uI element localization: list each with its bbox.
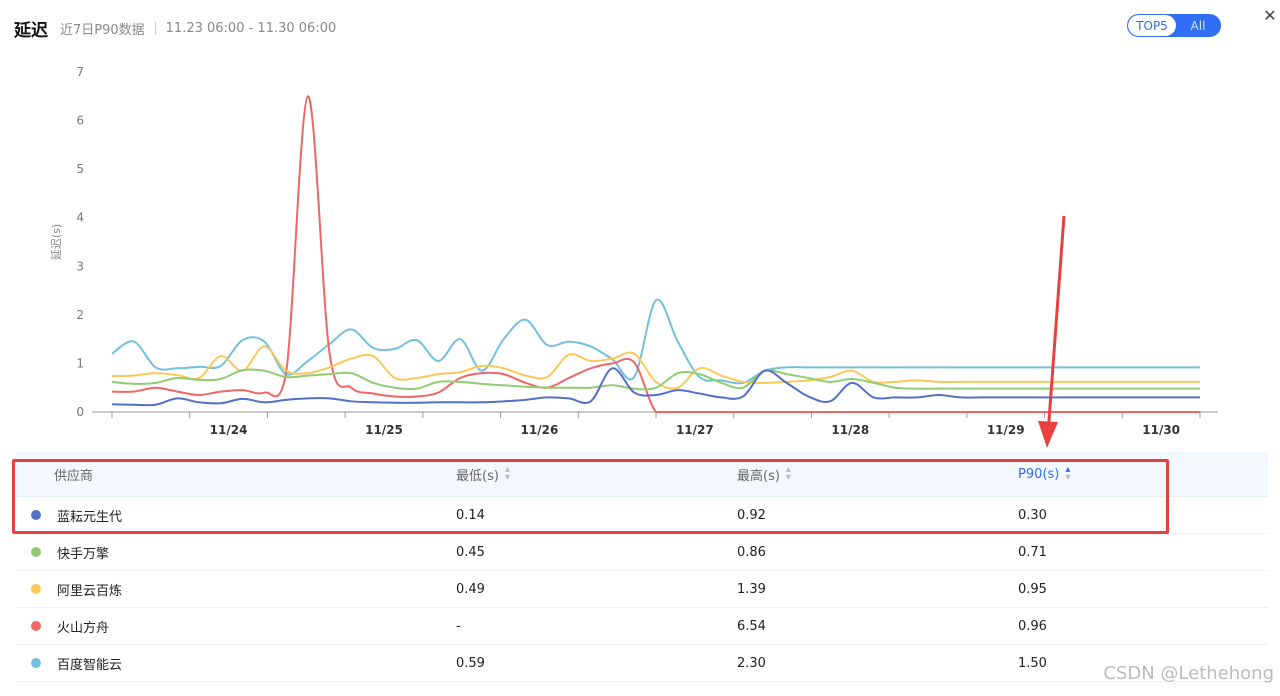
provider-cell: 快手万擎 [16,543,456,562]
toggle-all[interactable]: All [1190,18,1206,33]
provider-name: 蓝耘元生代 [57,509,123,525]
y-tick-label: 3 [76,259,84,273]
p90-cell: 1.50 [1018,655,1047,671]
series-dot-icon [31,658,41,668]
x-tick-label: 11/29 [987,423,1025,437]
x-tick-label: 11/25 [365,423,403,437]
table-row[interactable]: 阿里云百炼 0.49 1.39 0.95 [16,571,1268,608]
table-row[interactable]: 快手万擎 0.45 0.86 0.71 [16,534,1268,571]
annotation-arrow-line [1046,215,1066,435]
provider-name: 火山方舟 [57,620,110,636]
col-min[interactable]: 最低(s) ▴ ▾ [456,465,737,484]
x-tick-label: 11/30 [1142,423,1180,437]
provider-table: 供应商 最低(s) ▴ ▾ 最高(s) ▴ ▾ P90(s) ▴ ▾ 蓝耘元生代 0.14 0.… [16,452,1268,682]
x-tick-label: 11/27 [676,423,714,437]
col-provider-label: 供应商 [54,468,94,484]
provider-cell: 百度智能云 [16,654,456,673]
max-cell: 6.54 [737,618,766,634]
top5-all-toggle[interactable]: TOP5 All [1127,14,1221,37]
annotation-arrow-head [1038,421,1058,448]
toggle-top5[interactable]: TOP5 [1128,15,1176,36]
series-line [111,298,1200,385]
series-dot-icon [31,621,41,631]
y-tick-label: 6 [76,114,84,128]
y-tick-label: 7 [76,65,84,79]
x-tick-label: 11/24 [210,423,248,437]
col-min-label: 最低(s) [456,468,499,484]
y-tick-label: 2 [76,308,84,322]
max-cell: 0.92 [737,507,766,523]
min-cell: - [456,618,461,634]
series-dot-icon [31,547,41,557]
table-row[interactable]: 火山方舟 - 6.54 0.96 [16,608,1268,645]
table-row[interactable]: 百度智能云 0.59 2.30 1.50 [16,645,1268,682]
series-dot-icon [31,584,41,594]
series-line [111,345,1200,390]
sort-icon[interactable]: ▴ ▾ [504,464,510,483]
series-line [111,95,1200,413]
max-cell: 2.30 [737,655,766,671]
watermark: CSDN @Lethehong [1103,663,1274,684]
provider-cell: 阿里云百炼 [16,580,456,599]
x-tick-label: 11/26 [521,423,559,437]
provider-name: 阿里云百炼 [57,583,123,599]
provider-name: 百度智能云 [57,657,123,673]
min-cell: 0.14 [456,507,485,523]
close-icon[interactable]: ✕ [1263,5,1277,25]
sort-icon[interactable]: ▴ ▾ [785,464,791,483]
col-max[interactable]: 最高(s) ▴ ▾ [737,465,1018,484]
x-tick-label: 11/28 [831,423,869,437]
p90-cell: 0.30 [1018,507,1047,523]
p90-cell: 0.95 [1018,581,1047,597]
col-provider: 供应商 [16,465,456,484]
header-divider [154,21,156,35]
table-body: 蓝耘元生代 0.14 0.92 0.30 快手万擎 0.45 0.86 0.71 阿里云百炼 0.… [16,497,1268,682]
table-header: 供应商 最低(s) ▴ ▾ 最高(s) ▴ ▾ P90(s) ▴ ▾ [16,452,1268,497]
latency-line-chart: 0 1 2 3 4 5 6 7 延迟(s) 11/24 11/25 11/26 11/27 11/28 11… [50,65,1218,448]
p90-cell: 0.71 [1018,544,1047,560]
time-range: 11.23 06:00 - 11.30 06:00 [165,20,337,36]
header: 延迟 近7日P90数据 11.23 06:00 - 11.30 06:00 [14,16,337,41]
series-line [111,368,1200,391]
min-cell: 0.49 [456,581,485,597]
y-tick-label: 4 [76,211,84,225]
y-tick-label: 1 [76,356,84,370]
provider-cell: 蓝耘元生代 [16,506,456,525]
sort-asc-icon[interactable]: ▴ ▾ [1065,464,1071,483]
max-cell: 1.39 [737,581,766,597]
provider-cell: 火山方舟 [16,617,456,636]
y-tick-label: 5 [76,162,84,176]
min-cell: 0.45 [456,544,485,560]
min-cell: 0.59 [456,655,485,671]
col-p90[interactable]: P90(s) ▴ ▾ [1018,464,1268,483]
panel-title: 延迟 [14,20,48,41]
series-dot-icon [31,510,41,520]
col-max-label: 最高(s) [737,468,780,484]
panel-subtitle: 近7日P90数据 [60,22,145,38]
series-line [111,367,1200,407]
max-cell: 0.86 [737,544,766,560]
y-tick-label: 0 [76,405,84,419]
y-axis-label: 延迟(s) [50,224,63,260]
p90-cell: 0.96 [1018,618,1047,634]
col-p90-label: P90(s) [1018,466,1060,482]
table-row[interactable]: 蓝耘元生代 0.14 0.92 0.30 [16,497,1268,534]
provider-name: 快手万擎 [57,546,110,562]
